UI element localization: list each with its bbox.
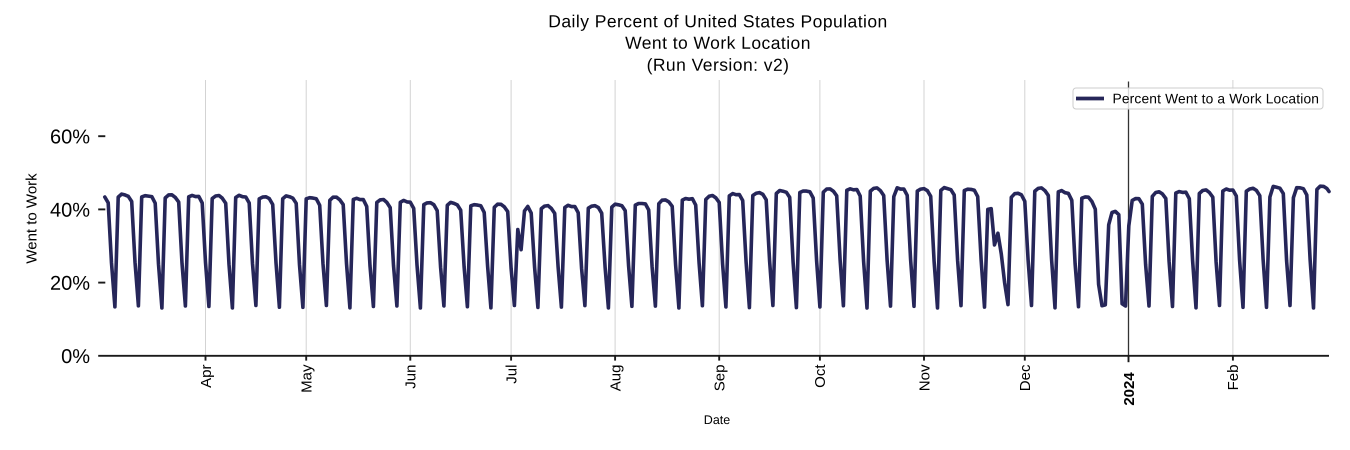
svg-text:20%: 20% bbox=[50, 273, 90, 295]
svg-text:Nov: Nov bbox=[916, 364, 933, 391]
svg-text:Jul: Jul bbox=[503, 365, 520, 384]
svg-text:2024: 2024 bbox=[1121, 372, 1138, 406]
svg-text:Date: Date bbox=[704, 413, 730, 427]
svg-text:Sep: Sep bbox=[712, 365, 729, 392]
svg-text:Daily Percent of United States: Daily Percent of United States Populatio… bbox=[548, 11, 887, 31]
svg-text:Went to Work: Went to Work bbox=[24, 173, 41, 264]
svg-text:Oct: Oct bbox=[812, 364, 829, 388]
svg-text:Percent Went to a Work Locatio: Percent Went to a Work Location bbox=[1112, 91, 1319, 106]
svg-text:Jun: Jun bbox=[403, 365, 420, 389]
svg-text:Went to Work Location: Went to Work Location bbox=[625, 33, 811, 53]
svg-text:Aug: Aug bbox=[607, 365, 624, 392]
svg-text:(Run Version: v2): (Run Version: v2) bbox=[647, 55, 790, 75]
svg-text:Dec: Dec bbox=[1017, 364, 1034, 391]
svg-text:0%: 0% bbox=[61, 346, 90, 368]
svg-text:60%: 60% bbox=[50, 126, 90, 148]
svg-text:40%: 40% bbox=[50, 200, 90, 222]
svg-text:Apr: Apr bbox=[198, 364, 215, 387]
svg-text:May: May bbox=[299, 364, 316, 393]
svg-text:Feb: Feb bbox=[1225, 365, 1242, 391]
